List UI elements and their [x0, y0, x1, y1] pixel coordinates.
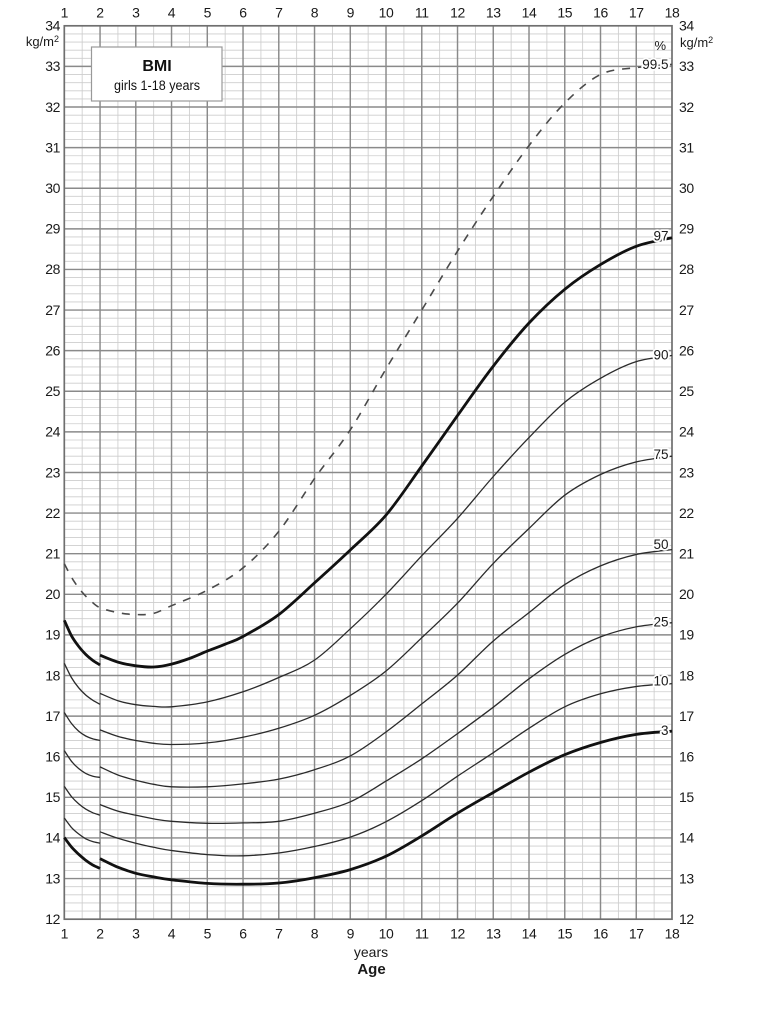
svg-text:17: 17 [629, 5, 644, 21]
svg-text:9: 9 [347, 925, 355, 941]
svg-text:14: 14 [522, 925, 537, 941]
svg-text:26: 26 [679, 343, 694, 359]
svg-text:30: 30 [45, 180, 60, 196]
svg-text:99.5: 99.5 [642, 57, 668, 72]
svg-text:30: 30 [679, 180, 694, 196]
svg-text:34: 34 [45, 18, 60, 34]
svg-text:14: 14 [679, 830, 694, 846]
svg-text:7: 7 [275, 5, 283, 21]
svg-text:22: 22 [679, 505, 694, 521]
svg-text:97: 97 [653, 228, 668, 243]
svg-text:years: years [354, 944, 388, 960]
svg-text:kg/m2: kg/m2 [680, 35, 713, 50]
svg-text:3: 3 [132, 5, 140, 21]
svg-text:kg/m2: kg/m2 [26, 34, 59, 49]
svg-text:19: 19 [45, 627, 60, 643]
svg-text:16: 16 [679, 749, 694, 765]
svg-text:26: 26 [45, 343, 60, 359]
svg-text:15: 15 [557, 925, 572, 941]
svg-text:Age: Age [357, 961, 385, 978]
svg-text:14: 14 [522, 5, 537, 21]
svg-text:18: 18 [665, 925, 680, 941]
svg-text:25: 25 [679, 383, 694, 399]
svg-text:10: 10 [379, 925, 394, 941]
svg-text:29: 29 [679, 221, 694, 237]
svg-text:11: 11 [415, 925, 429, 941]
svg-text:5: 5 [204, 925, 212, 941]
svg-text:22: 22 [45, 505, 60, 521]
svg-text:3: 3 [661, 723, 669, 738]
svg-text:18: 18 [665, 5, 680, 21]
svg-text:15: 15 [45, 789, 60, 805]
svg-text:16: 16 [45, 749, 60, 765]
svg-text:2: 2 [96, 925, 104, 941]
svg-text:28: 28 [45, 261, 60, 277]
svg-text:6: 6 [239, 925, 247, 941]
svg-text:13: 13 [45, 870, 60, 886]
svg-text:girls 1-18 years: girls 1-18 years [114, 78, 200, 93]
svg-text:12: 12 [450, 925, 465, 941]
svg-text:24: 24 [45, 424, 60, 440]
svg-text:24: 24 [679, 424, 694, 440]
svg-text:2: 2 [96, 5, 104, 21]
svg-text:25: 25 [653, 614, 668, 629]
svg-text:16: 16 [593, 925, 608, 941]
svg-text:12: 12 [450, 5, 465, 21]
svg-text:18: 18 [45, 667, 60, 683]
svg-text:27: 27 [679, 302, 694, 318]
svg-text:1: 1 [61, 925, 69, 941]
svg-text:8: 8 [311, 925, 319, 941]
svg-text:9: 9 [347, 5, 355, 21]
svg-text:28: 28 [679, 261, 694, 277]
svg-text:4: 4 [168, 925, 176, 941]
svg-text:31: 31 [45, 139, 60, 155]
svg-text:32: 32 [45, 99, 60, 115]
svg-text:10: 10 [379, 5, 394, 21]
svg-text:29: 29 [45, 221, 60, 237]
svg-text:31: 31 [679, 139, 694, 155]
svg-text:21: 21 [45, 546, 60, 562]
svg-text:17: 17 [679, 708, 694, 724]
svg-text:8: 8 [311, 5, 319, 21]
svg-text:BMI: BMI [142, 58, 171, 75]
svg-text:%: % [654, 38, 666, 53]
svg-text:21: 21 [679, 546, 694, 562]
svg-text:12: 12 [679, 911, 694, 927]
svg-text:15: 15 [679, 789, 694, 805]
svg-text:16: 16 [593, 5, 608, 21]
svg-text:7: 7 [275, 925, 283, 941]
svg-text:23: 23 [45, 464, 60, 480]
svg-text:3: 3 [132, 925, 140, 941]
svg-text:11: 11 [415, 5, 429, 21]
svg-text:5: 5 [204, 5, 212, 21]
svg-text:4: 4 [168, 5, 176, 21]
svg-text:27: 27 [45, 302, 60, 318]
svg-text:14: 14 [45, 830, 60, 846]
svg-text:34: 34 [679, 18, 694, 34]
svg-text:32: 32 [679, 99, 694, 115]
svg-text:20: 20 [45, 586, 60, 602]
svg-text:20: 20 [679, 586, 694, 602]
svg-text:50: 50 [653, 537, 668, 552]
svg-text:33: 33 [679, 58, 694, 74]
svg-text:12: 12 [45, 911, 60, 927]
svg-text:17: 17 [629, 925, 644, 941]
svg-text:13: 13 [486, 925, 501, 941]
svg-text:6: 6 [239, 5, 247, 21]
svg-text:75: 75 [653, 447, 668, 462]
svg-text:15: 15 [557, 5, 572, 21]
svg-text:17: 17 [45, 708, 60, 724]
svg-text:10: 10 [653, 674, 668, 689]
svg-text:33: 33 [45, 58, 60, 74]
svg-text:18: 18 [679, 667, 694, 683]
svg-text:1: 1 [61, 5, 69, 21]
svg-text:90: 90 [653, 348, 668, 363]
svg-text:13: 13 [679, 870, 694, 886]
svg-text:19: 19 [679, 627, 694, 643]
svg-text:23: 23 [679, 464, 694, 480]
svg-text:13: 13 [486, 5, 501, 21]
svg-text:25: 25 [45, 383, 60, 399]
